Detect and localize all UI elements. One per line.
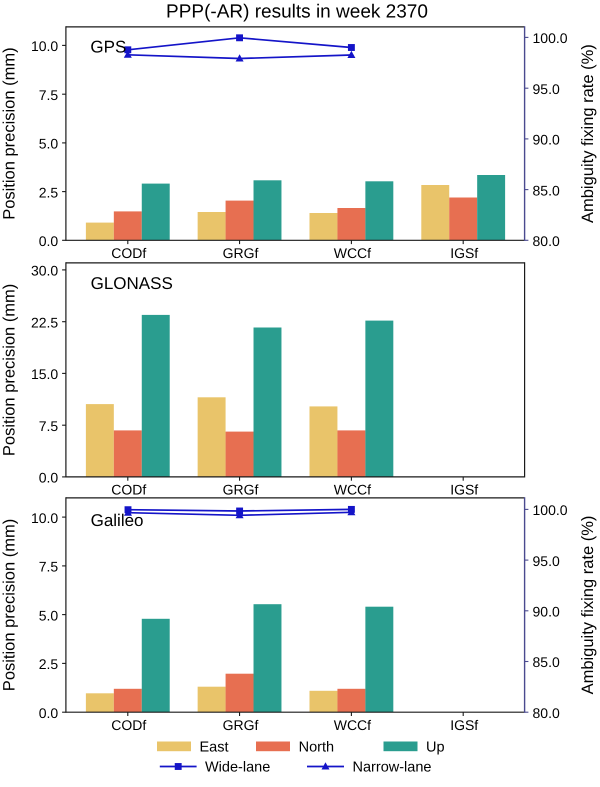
svg-text:PPP(-AR) results in week 2370: PPP(-AR) results in week 2370 [166,2,428,23]
svg-text:0.0: 0.0 [39,470,59,486]
svg-text:North: North [299,739,334,755]
svg-text:7.5: 7.5 [39,559,59,575]
svg-text:95.0: 95.0 [533,553,560,569]
svg-text:East: East [200,739,229,755]
svg-text:GLONASS: GLONASS [91,274,173,293]
svg-text:2.5: 2.5 [39,184,59,200]
svg-text:Ambiguity fixing rate (%): Ambiguity fixing rate (%) [579,516,597,695]
svg-text:2.5: 2.5 [39,656,59,672]
svg-text:Position precision (mm): Position precision (mm) [1,47,19,219]
svg-text:5.0: 5.0 [39,607,59,623]
svg-text:5.0: 5.0 [39,136,59,152]
svg-text:22.5: 22.5 [31,314,58,330]
svg-text:IGSf: IGSf [450,245,478,261]
svg-text:0.0: 0.0 [39,705,59,721]
svg-text:GRGf: GRGf [223,717,259,733]
svg-text:Wide-lane: Wide-lane [205,760,270,776]
svg-text:15.0: 15.0 [31,366,58,382]
svg-text:30.0: 30.0 [31,263,58,279]
svg-text:Ambiguity fixing rate (%): Ambiguity fixing rate (%) [579,44,597,223]
svg-text:Narrow-lane: Narrow-lane [353,760,432,776]
svg-text:Position precision (mm): Position precision (mm) [1,519,19,691]
svg-text:90.0: 90.0 [533,604,560,620]
svg-text:IGSf: IGSf [450,717,478,733]
svg-text:90.0: 90.0 [533,132,560,148]
svg-text:GRGf: GRGf [223,245,259,261]
svg-text:100.0: 100.0 [533,502,568,518]
svg-text:Position precision (mm): Position precision (mm) [1,284,19,456]
svg-text:CODf: CODf [111,482,146,498]
svg-text:Galileo: Galileo [91,511,144,530]
svg-text:Up: Up [426,739,445,755]
svg-text:CODf: CODf [111,245,146,261]
svg-text:80.0: 80.0 [533,233,560,249]
svg-text:CODf: CODf [111,717,146,733]
svg-text:85.0: 85.0 [533,654,560,670]
svg-text:10.0: 10.0 [31,510,58,526]
svg-text:GRGf: GRGf [223,482,259,498]
svg-text:WCCf: WCCf [334,482,371,498]
svg-text:10.0: 10.0 [31,38,58,54]
svg-text:100.0: 100.0 [533,30,568,46]
svg-text:85.0: 85.0 [533,182,560,198]
svg-text:WCCf: WCCf [334,245,371,261]
svg-text:IGSf: IGSf [450,482,478,498]
svg-text:GPS: GPS [90,37,126,56]
svg-text:95.0: 95.0 [533,81,560,97]
svg-text:7.5: 7.5 [39,418,59,434]
svg-text:80.0: 80.0 [533,705,560,721]
svg-text:7.5: 7.5 [39,87,59,103]
svg-text:WCCf: WCCf [334,717,371,733]
svg-text:0.0: 0.0 [39,233,59,249]
